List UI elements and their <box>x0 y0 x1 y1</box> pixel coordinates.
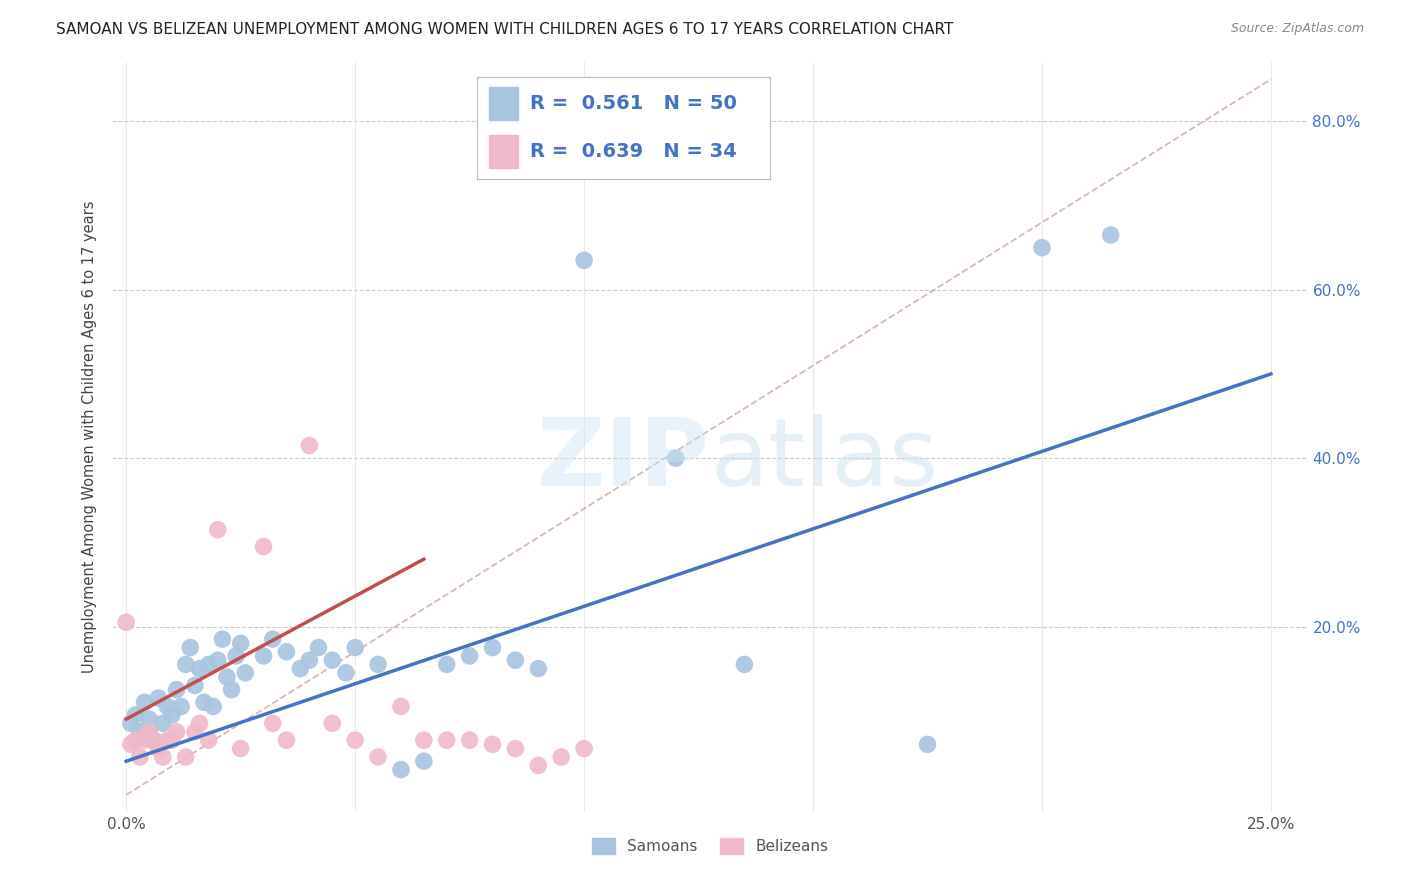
Point <box>174 657 197 672</box>
Point <box>481 640 503 655</box>
Point <box>308 640 330 655</box>
Point <box>152 750 174 764</box>
Point <box>481 737 503 751</box>
Point <box>134 733 156 747</box>
Point <box>221 682 243 697</box>
Point <box>207 523 229 537</box>
Point <box>152 716 174 731</box>
Point <box>138 724 160 739</box>
Point <box>166 682 188 697</box>
Point <box>1099 227 1122 242</box>
Point <box>389 699 412 714</box>
Point <box>733 657 755 672</box>
Point <box>572 253 595 268</box>
Point <box>298 653 321 667</box>
Point <box>229 636 252 650</box>
Point <box>276 733 298 747</box>
Point <box>233 665 256 680</box>
Point <box>1031 241 1053 255</box>
Text: Source: ZipAtlas.com: Source: ZipAtlas.com <box>1230 22 1364 36</box>
Point <box>193 695 215 709</box>
Point <box>344 640 367 655</box>
Point <box>138 724 160 739</box>
Point <box>436 733 458 747</box>
Point <box>207 653 229 667</box>
Point <box>197 657 219 672</box>
Text: atlas: atlas <box>710 414 938 506</box>
Point <box>115 615 138 630</box>
Point <box>202 699 225 714</box>
Point <box>527 662 550 676</box>
Point <box>527 758 550 772</box>
Point <box>142 733 165 747</box>
Point <box>197 733 219 747</box>
Point <box>148 741 170 756</box>
Point <box>458 648 481 663</box>
Point <box>134 695 156 709</box>
Point <box>148 691 170 706</box>
Text: SAMOAN VS BELIZEAN UNEMPLOYMENT AMONG WOMEN WITH CHILDREN AGES 6 TO 17 YEARS COR: SAMOAN VS BELIZEAN UNEMPLOYMENT AMONG WO… <box>56 22 953 37</box>
Point <box>572 741 595 756</box>
Point <box>166 724 188 739</box>
Point <box>170 699 193 714</box>
Point <box>174 750 197 764</box>
Point <box>550 750 572 764</box>
Point <box>436 657 458 672</box>
Point <box>389 763 412 777</box>
Point <box>188 662 211 676</box>
Point <box>505 741 527 756</box>
Point <box>917 737 939 751</box>
Point <box>321 653 343 667</box>
Point <box>129 724 152 739</box>
Point <box>252 540 274 554</box>
Legend: Samoans, Belizeans: Samoans, Belizeans <box>586 832 834 860</box>
Point <box>179 640 201 655</box>
Point <box>120 737 142 751</box>
Point <box>298 438 321 452</box>
Point <box>120 716 142 731</box>
Point <box>225 648 247 663</box>
Point <box>344 733 367 747</box>
Point <box>262 632 284 647</box>
Point <box>505 653 527 667</box>
Point <box>156 699 179 714</box>
Point <box>138 712 160 726</box>
Point <box>262 716 284 731</box>
Point <box>211 632 233 647</box>
Point <box>129 750 152 764</box>
Point <box>321 716 343 731</box>
Point <box>367 657 389 672</box>
Point <box>335 665 357 680</box>
Point <box>252 648 274 663</box>
Point <box>156 733 179 747</box>
Point <box>412 754 434 768</box>
Point <box>184 724 207 739</box>
Point <box>124 733 146 747</box>
Point <box>160 733 183 747</box>
Point <box>367 750 389 764</box>
Point <box>290 662 312 676</box>
Point <box>188 716 211 731</box>
Point <box>412 733 434 747</box>
Point <box>142 733 165 747</box>
Point <box>184 678 207 692</box>
Point <box>665 451 688 466</box>
Point <box>215 670 238 684</box>
Text: ZIP: ZIP <box>537 414 710 506</box>
Point <box>124 707 146 722</box>
Point <box>276 645 298 659</box>
Point <box>229 741 252 756</box>
Point <box>458 733 481 747</box>
Point <box>160 707 183 722</box>
Y-axis label: Unemployment Among Women with Children Ages 6 to 17 years: Unemployment Among Women with Children A… <box>82 201 97 673</box>
